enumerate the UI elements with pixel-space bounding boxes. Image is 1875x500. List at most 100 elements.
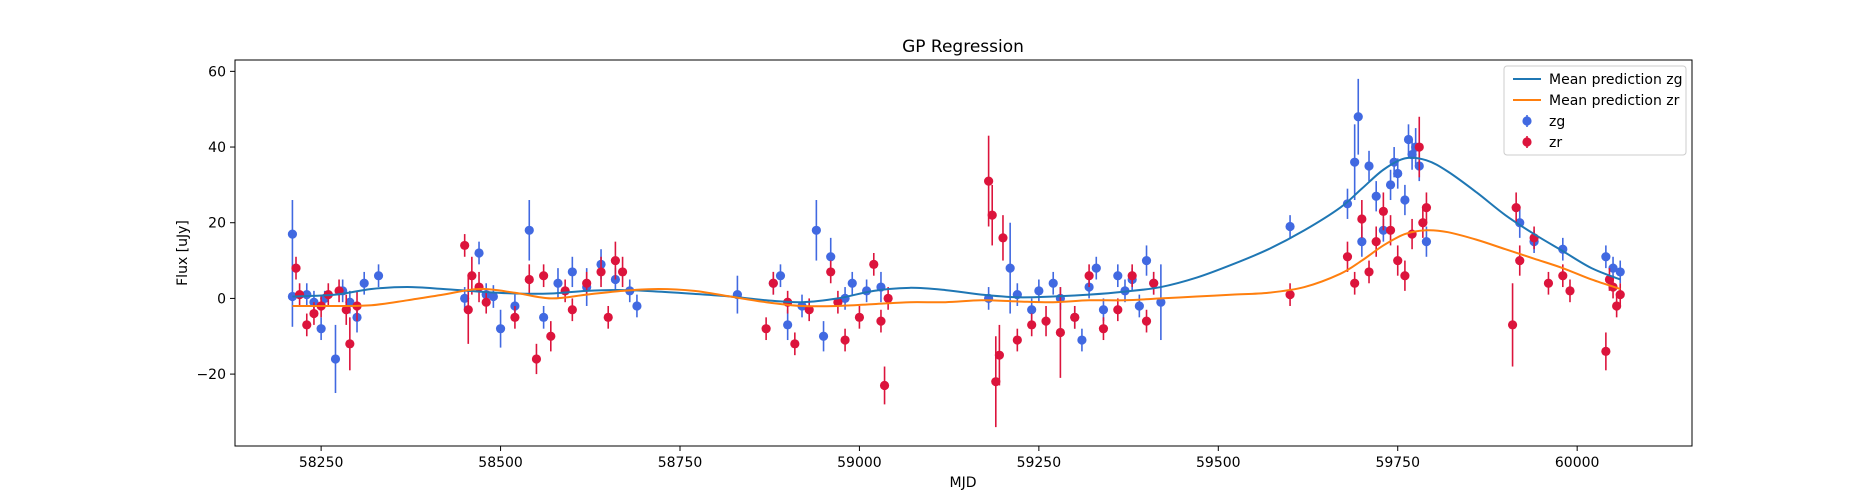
data-point-zr — [1418, 218, 1428, 228]
data-point-zr — [1364, 267, 1374, 277]
data-point-zr — [833, 297, 843, 307]
data-point-zr — [876, 316, 886, 326]
data-point-zg — [1357, 237, 1367, 247]
data-point-zr — [998, 233, 1008, 243]
data-point-zg — [1048, 278, 1058, 288]
legend-entry-label: Mean prediction zr — [1549, 93, 1680, 109]
data-point-zg — [1113, 271, 1123, 281]
chart-title: GP Regression — [902, 37, 1024, 57]
data-point-zg — [1156, 297, 1166, 307]
data-point-zr — [840, 335, 850, 345]
data-point-zr — [1141, 316, 1152, 326]
data-point-zg — [553, 278, 563, 288]
series-zr — [291, 116, 1625, 428]
data-point-zg — [1371, 191, 1381, 201]
data-point-zg — [783, 320, 793, 330]
y-axis: −20 0 20 40 60 — [196, 64, 235, 383]
data-point-zg — [632, 301, 642, 311]
data-point-zg — [1098, 305, 1109, 315]
data-point-zr — [1371, 237, 1381, 247]
data-point-zr — [1070, 312, 1080, 322]
data-point-zg — [1608, 263, 1618, 273]
data-point-zg — [1134, 301, 1144, 311]
legend-marker-swatch — [1522, 116, 1532, 126]
data-point-zg — [524, 225, 534, 235]
data-point-zr — [302, 320, 312, 330]
data-point-zr — [1543, 278, 1554, 288]
data-point-zg — [1515, 218, 1525, 228]
legend-box — [1503, 65, 1687, 156]
data-point-zr — [610, 255, 620, 266]
x-tick-label: 59750 — [1375, 455, 1420, 471]
data-point-zr — [1098, 324, 1109, 334]
data-point-zg — [567, 267, 577, 277]
data-point-zg — [1615, 267, 1625, 277]
data-point-zr — [1149, 278, 1159, 288]
data-point-zr — [467, 271, 477, 281]
data-point-zr — [481, 297, 491, 307]
data-point-zg — [1027, 305, 1037, 315]
data-point-zr — [1357, 214, 1367, 224]
data-point-zr — [768, 278, 778, 288]
data-point-zg — [1601, 252, 1611, 262]
data-point-zg — [1285, 221, 1295, 232]
x-tick-label: 58500 — [478, 455, 523, 471]
data-point-zr — [1350, 278, 1360, 288]
data-point-zr — [1385, 225, 1396, 235]
data-point-zr — [1507, 320, 1518, 330]
data-point-zr — [345, 339, 355, 349]
data-point-zr — [1055, 327, 1065, 338]
data-point-zr — [1612, 301, 1622, 311]
data-point-zr — [1084, 271, 1094, 281]
data-point-zr — [582, 278, 592, 288]
data-point-zr — [854, 312, 865, 322]
x-tick-label: 59250 — [1017, 455, 1062, 471]
data-point-zr — [463, 305, 473, 315]
x-axis: 58250 58500 58750 59000 59250 59500 59750 60000 — [299, 446, 1599, 471]
data-point-zg — [1091, 263, 1101, 273]
data-point-zr — [1378, 206, 1388, 216]
data-point-zr — [1285, 290, 1295, 300]
y-tick-label: 40 — [208, 140, 226, 156]
data-point-zr — [1400, 271, 1410, 281]
data-point-zg — [847, 278, 857, 288]
data-point-zr — [883, 293, 893, 304]
plot-area — [287, 78, 1625, 428]
y-tick-label: −20 — [196, 367, 226, 383]
data-point-zr — [531, 354, 542, 364]
data-point-zr — [1027, 320, 1037, 330]
data-point-zr — [987, 210, 997, 220]
data-point-zr — [1113, 305, 1123, 315]
mean-line-zg — [292, 156, 1621, 304]
x-tick-label: 59000 — [837, 455, 882, 471]
data-point-zr — [1421, 202, 1432, 213]
data-point-zg — [1141, 255, 1152, 266]
data-point-zg — [330, 354, 341, 364]
data-point-zg — [1077, 335, 1087, 345]
data-point-zg — [1342, 199, 1353, 209]
legend-marker-swatch — [1522, 137, 1532, 147]
data-point-zr — [790, 339, 800, 349]
data-point-zg — [539, 312, 549, 322]
data-point-zr — [761, 324, 771, 334]
data-point-zg — [1403, 134, 1414, 145]
data-point-zg — [316, 324, 326, 334]
data-point-zr — [991, 377, 1001, 387]
y-tick-label: 20 — [208, 216, 226, 232]
data-point-zr — [291, 263, 301, 273]
data-point-zr — [560, 286, 570, 296]
data-point-zg — [775, 271, 786, 281]
data-point-zr — [1601, 346, 1611, 356]
data-point-zg — [359, 278, 369, 288]
data-point-zg — [1393, 168, 1403, 179]
data-point-zr — [596, 267, 606, 277]
data-point-zr — [1342, 252, 1353, 262]
data-point-zr — [460, 240, 470, 251]
data-point-zr — [1393, 255, 1403, 266]
data-point-zr — [474, 282, 484, 292]
data-point-zr — [510, 312, 520, 322]
data-point-zr — [617, 267, 628, 277]
data-point-zg — [811, 225, 821, 235]
legend-entry-label: zr — [1549, 135, 1562, 151]
data-point-zr — [1414, 142, 1424, 152]
